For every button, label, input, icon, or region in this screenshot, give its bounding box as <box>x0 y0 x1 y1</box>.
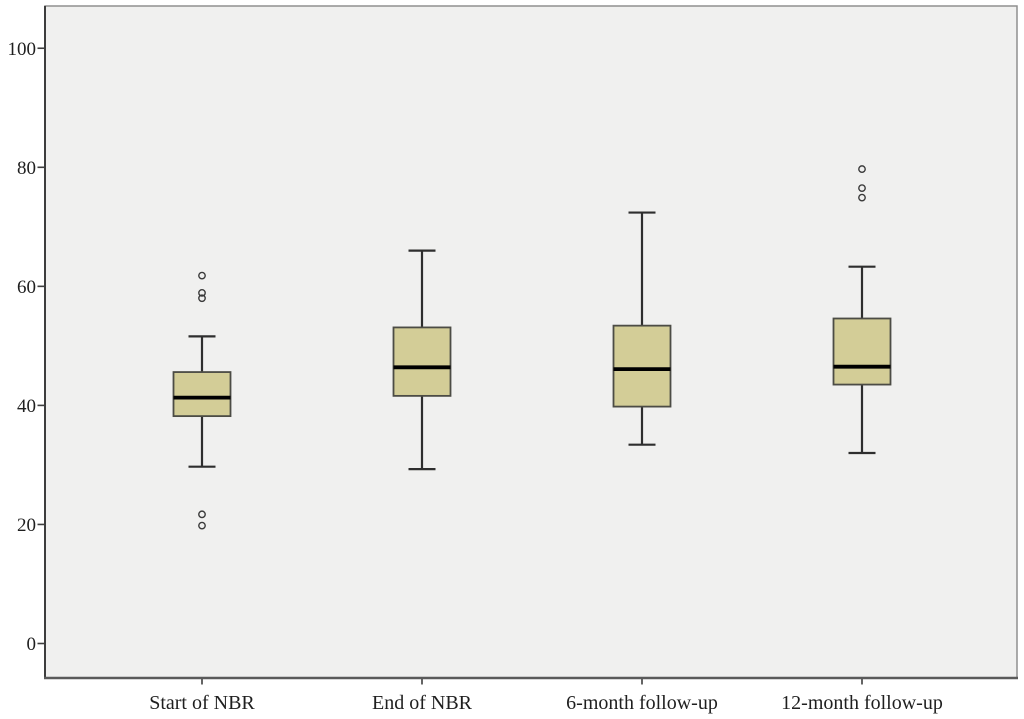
outlier-point <box>198 294 206 303</box>
outlier-point <box>858 165 866 173</box>
box <box>392 326 452 397</box>
y-axis-tick-label: 0 <box>27 634 37 655</box>
y-axis-tick-label: 40 <box>17 396 36 417</box>
x-axis-tick-label: 12-month follow-up <box>781 692 943 714</box>
y-axis-tick-label: 100 <box>8 39 37 60</box>
x-axis-tick-label: 6-month follow-up <box>566 692 718 714</box>
outlier-point <box>198 288 206 297</box>
box <box>172 371 232 418</box>
outlier-point <box>858 193 866 202</box>
outlier-point <box>198 271 206 280</box>
outlier-point <box>198 521 206 530</box>
box <box>832 317 892 386</box>
x-axis-tick-label: End of NBR <box>372 692 473 714</box>
y-axis-tick-label: 60 <box>17 277 36 298</box>
outlier-point <box>858 184 866 193</box>
box <box>612 324 672 408</box>
outlier-point <box>198 510 206 519</box>
y-axis-tick-label: 80 <box>17 158 36 179</box>
x-axis-tick-label: Start of NBR <box>149 692 255 714</box>
y-axis-tick-label: 20 <box>17 515 36 536</box>
